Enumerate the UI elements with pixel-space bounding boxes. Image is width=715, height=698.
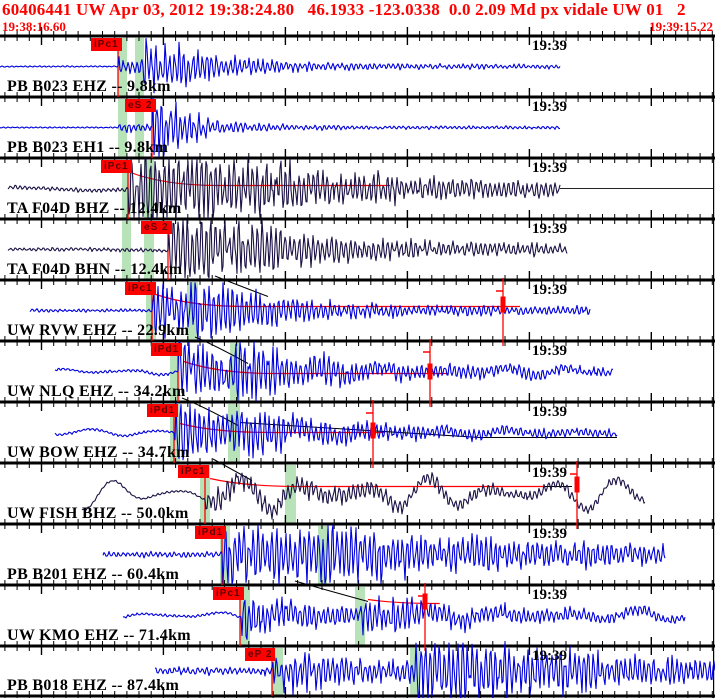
waveform-trace (54, 402, 618, 461)
pick-flag-label: iPc1 (104, 161, 129, 172)
coda-duration-marker (370, 422, 376, 439)
time-window-bar: 19:38:16.60 19:39:15.22 (0, 19, 715, 34)
coda-duration-marker (427, 363, 433, 380)
pick-flag-label: iPc1 (94, 39, 119, 50)
waveform-trace (29, 282, 591, 341)
coda-duration-marker (500, 296, 506, 313)
pick-flag[interactable]: eS 2 (141, 221, 172, 234)
trace-row[interactable]: iPc1 19:39 PB B023 EHZ -- 9.8km (0, 36, 715, 97)
minute-label: 19:39 (532, 404, 567, 420)
pick-flag[interactable]: iPc1 (91, 38, 122, 51)
minute-label: 19:39 (532, 38, 567, 54)
minute-label: 19:39 (532, 526, 567, 542)
trace-row[interactable]: eS 2 19:39 PB B023 EH1 -- 9.8km (0, 97, 715, 158)
pick-flag-label: eS 2 (128, 100, 153, 111)
pick-flag-label: iPd1 (150, 405, 176, 416)
minute-label: 19:39 (532, 343, 567, 359)
station-label: PB B018 EHZ -- 87.4km (7, 677, 180, 694)
waveform-trace (102, 524, 666, 585)
station-label: PB B023 EHZ -- 9.8km (7, 78, 171, 95)
pick-flag-label: iPd1 (198, 527, 224, 538)
waveform-trace (0, 37, 561, 94)
waveform-trace (54, 341, 614, 402)
station-label: TA F04D BHN -- 12.4km (7, 261, 183, 278)
waveform-trace (0, 97, 561, 158)
waveform-trace (81, 472, 646, 520)
pick-flag[interactable]: iPd1 (195, 526, 227, 539)
trace-row[interactable]: eP 2 19:39 PB B018 EHZ -- 87.4km (0, 646, 715, 696)
waveform-trace (122, 595, 686, 640)
minute-label: 19:39 (532, 160, 567, 176)
minute-label: 19:39 (532, 282, 567, 298)
pick-flag[interactable]: iPc1 (178, 465, 209, 478)
pick-flag[interactable]: eS 2 (125, 99, 156, 112)
pick-flag[interactable]: iPc1 (213, 587, 244, 600)
minute-label: 19:39 (532, 465, 567, 481)
window-start-time: 19:38:16.60 (2, 19, 66, 34)
pick-flag[interactable]: iPc1 (101, 160, 132, 173)
pick-flag-label: eS 2 (144, 222, 169, 233)
coda-duration-marker (422, 593, 428, 610)
pick-flag-label: eP 2 (248, 649, 273, 660)
station-label: UW KMO EHZ -- 71.4km (7, 627, 191, 644)
waveform-trace (7, 219, 568, 279)
trace-row[interactable]: iPc1 19:39 UW FISH BHZ -- 50.0km (0, 463, 715, 524)
station-label: UW RVW EHZ -- 22.9km (7, 322, 190, 339)
trace-row[interactable]: iPd1 19:39 UW NLQ EHZ -- 34.2km (0, 341, 715, 402)
pick-flag[interactable]: iPc1 (125, 282, 156, 295)
pick-flag[interactable]: iPd1 (147, 404, 179, 417)
pick-flag[interactable]: eP 2 (245, 648, 276, 661)
station-label: PB B201 EHZ -- 60.4km (7, 566, 180, 583)
trace-row[interactable]: iPd1 19:39 PB B201 EHZ -- 60.4km (0, 524, 715, 585)
coda-duration-marker (574, 476, 580, 493)
minute-label: 19:39 (532, 221, 567, 237)
station-label: UW BOW EHZ -- 34.7km (7, 444, 190, 461)
station-label: UW NLQ EHZ -- 34.2km (7, 383, 186, 400)
trace-row[interactable]: iPd1 19:39 UW BOW EHZ -- 34.7km (0, 402, 715, 463)
trace-row[interactable]: eS 2 19:39 TA F04D BHN -- 12.4km (0, 219, 715, 280)
pick-flag-label: iPd1 (154, 344, 180, 355)
station-label: UW FISH BHZ -- 50.0km (7, 505, 189, 522)
event-header: 60406441 UW Apr 03, 2012 19:38:24.80 46.… (2, 0, 686, 19)
waveform-trace (7, 158, 561, 219)
waveform-trace (154, 641, 715, 698)
trace-row[interactable]: iPc1 19:39 UW RVW EHZ -- 22.9km (0, 280, 715, 341)
trace-row[interactable]: iPc1 19:39 TA F04D BHZ -- 12.4km (0, 158, 715, 219)
trace-row[interactable]: iPc1 19:39 UW KMO EHZ -- 71.4km (0, 585, 715, 646)
window-end-time: 19:39:15.22 (649, 19, 713, 34)
pick-flag[interactable]: iPd1 (151, 343, 183, 356)
minute-label: 19:39 (532, 587, 567, 603)
minute-label: 19:39 (532, 648, 567, 664)
station-label: TA F04D BHZ -- 12.4km (7, 200, 182, 217)
pick-flag-label: iPc1 (128, 283, 153, 294)
pick-flag-label: iPc1 (181, 466, 206, 477)
pick-flag-label: iPc1 (216, 588, 241, 599)
station-label: PB B023 EH1 -- 9.8km (7, 139, 169, 156)
minute-label: 19:39 (532, 99, 567, 115)
